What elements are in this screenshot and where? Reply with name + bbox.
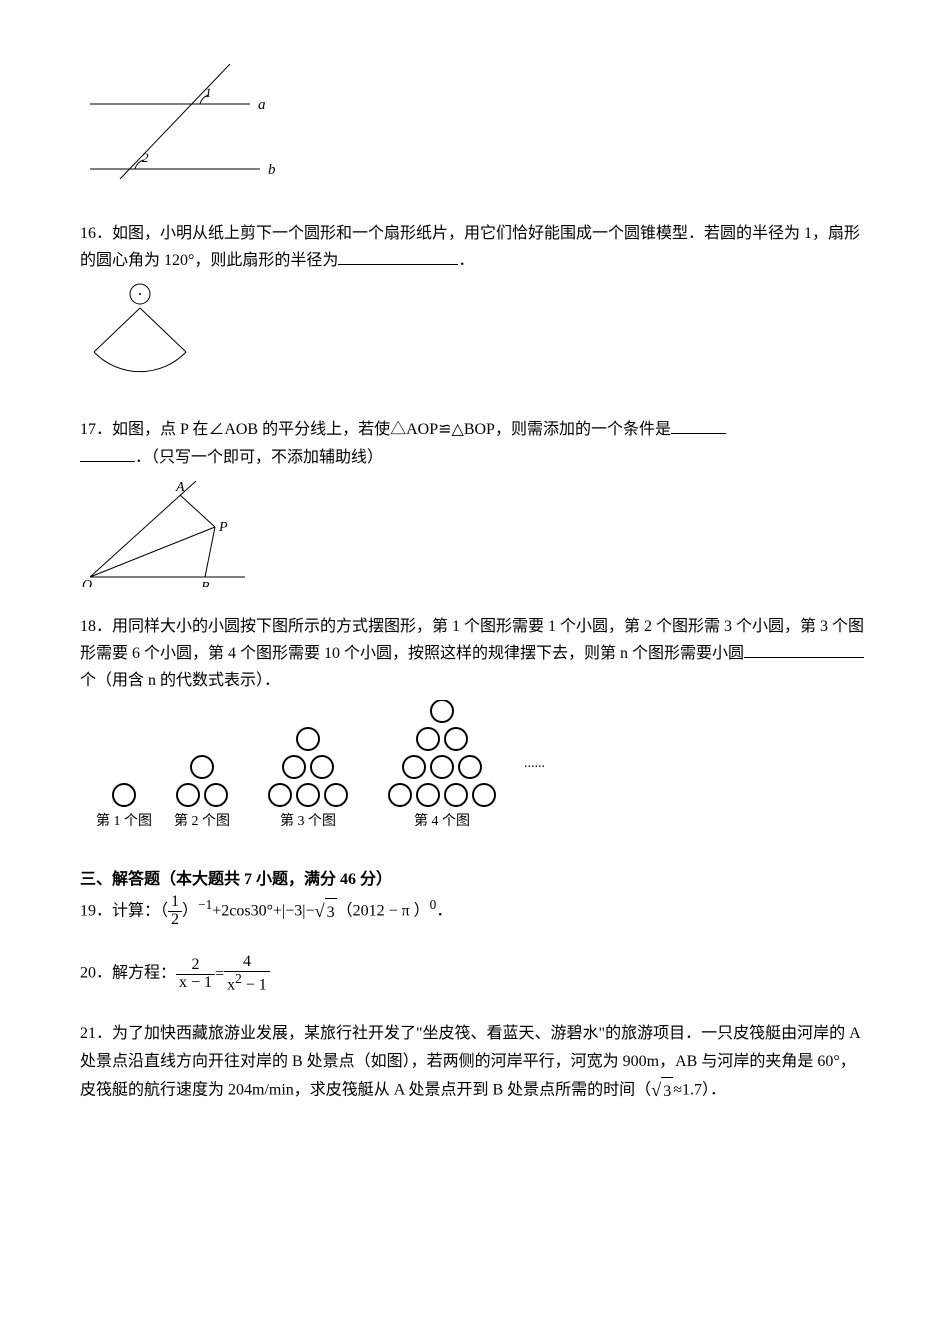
q17-figure: O A B P	[80, 477, 870, 587]
q18-block: 18．用同样大小的小圆按下图所示的方式摆图形，第 1 个图形需要 1 个小圆，第…	[80, 613, 870, 841]
svg-text:第 3 个图: 第 3 个图	[280, 812, 336, 829]
q19-paren-close: ）	[182, 902, 198, 919]
q20-eq: =	[215, 966, 224, 983]
section3-title: 三、解答题（本大题共 7 小题，满分 46 分）	[80, 866, 870, 893]
q16-blank	[338, 250, 458, 265]
svg-text:O: O	[82, 578, 92, 587]
q20-rhs: 4x2 − 1	[224, 954, 270, 994]
q16-block: 16．如图，小明从纸上剪下一个圆形和一个扇形纸片，用它们恰好能围成一个圆锥模型．…	[80, 220, 870, 390]
q15-figure: 1 2 a b	[80, 64, 870, 194]
q20-rhs-den: x2 − 1	[224, 972, 270, 994]
q20-number: 20．	[80, 965, 112, 982]
q21-block: 21．为了加快西藏旅游业发展，某旅行社开发了"坐皮筏、看蓝天、游碧水"的旅游项目…	[80, 1020, 870, 1106]
q21-body-a: 为了加快西藏旅游业发展，某旅行社开发了"坐皮筏、看蓝天、游碧水"的旅游项目．一只…	[80, 1025, 860, 1098]
q18-blank	[744, 643, 864, 658]
q17-body-a: 如图，点 P 在∠AOB 的平分线上，若使△AOP≌△BOP，则需添加的一个条件…	[112, 421, 671, 438]
svg-text:第 1 个图: 第 1 个图	[96, 812, 152, 829]
q17-block: 17．如图，点 P 在∠AOB 的平分线上，若使△AOP≌△BOP，则需添加的一…	[80, 416, 870, 586]
q19-prefix: 计算：（	[112, 902, 168, 919]
q17-blank-2	[80, 446, 135, 461]
svg-text:第 2 个图: 第 2 个图	[174, 812, 230, 829]
q21-approx: ≈1.7）．	[673, 1081, 726, 1098]
q18-body-b: 个（用含 n 的代数式表示）．	[80, 672, 280, 689]
svg-text:a: a	[258, 97, 266, 113]
q19-block: 19．计算：（12）−1+2cos30°+|−3|−√3（2012 − π ）0…	[80, 894, 870, 929]
q21-number: 21．	[80, 1025, 112, 1042]
q18-figure: 第 1 个图 第 2 个图 第 3 个图 第 4 个图......	[80, 700, 870, 840]
q20-rhs-num: 4	[224, 954, 270, 972]
svg-text:b: b	[268, 162, 276, 178]
svg-text:A: A	[175, 480, 185, 495]
svg-text:P: P	[218, 520, 228, 535]
svg-text:B: B	[201, 580, 210, 587]
q19-number: 19．	[80, 902, 112, 919]
q17-body-b: ．（只写一个即可，不添加辅助线）	[135, 449, 383, 466]
q20-prefix: 解方程：	[112, 965, 176, 982]
q19-frac-den: 2	[168, 912, 182, 929]
triangular-circles-diagram: 第 1 个图 第 2 个图 第 3 个图 第 4 个图......	[80, 700, 610, 840]
q19-paren-expr: （2012 − π ）	[337, 902, 430, 919]
q19-suffix: ．	[436, 902, 452, 919]
q19-sqrt-val: 3	[325, 898, 337, 926]
q16-body-b: ．	[458, 252, 474, 269]
q20-lhs: 2x − 1	[176, 957, 215, 992]
svg-text:第 4 个图: 第 4 个图	[414, 812, 470, 829]
svg-text:2: 2	[142, 150, 149, 165]
q20-lhs-num: 2	[176, 957, 215, 975]
svg-text:1: 1	[205, 85, 212, 100]
q19-sqrt: √3	[314, 896, 336, 927]
q17-text: 17．如图，点 P 在∠AOB 的平分线上，若使△AOP≌△BOP，则需添加的一…	[80, 416, 870, 470]
q16-number: 16．	[80, 225, 112, 242]
svg-text:......: ......	[524, 756, 545, 771]
parallel-lines-diagram: 1 2 a b	[80, 64, 290, 194]
q21-sqrt: √3	[651, 1075, 673, 1106]
q17-blank-1	[671, 419, 726, 434]
q18-text: 18．用同样大小的小圆按下图所示的方式摆图形，第 1 个图形需要 1 个小圆，第…	[80, 613, 870, 695]
q18-number: 18．	[80, 618, 112, 635]
q19-frac: 12	[168, 894, 182, 929]
q16-text: 16．如图，小明从纸上剪下一个圆形和一个扇形纸片，用它们恰好能围成一个圆锥模型．…	[80, 220, 870, 274]
q19-mid: +2cos30°+|−3|−	[212, 902, 314, 919]
q15-figure-block: 1 2 a b	[80, 64, 870, 194]
q17-number: 17．	[80, 421, 112, 438]
q19-exp-neg1: −1	[198, 897, 212, 912]
q21-sqrt-val: 3	[661, 1077, 673, 1105]
q20-lhs-den: x − 1	[176, 975, 215, 992]
q16-figure	[80, 280, 870, 390]
q19-frac-num: 1	[168, 894, 182, 912]
q20-block: 20．解方程：2x − 1=4x2 − 1	[80, 954, 870, 994]
angle-bisector-diagram: O A B P	[80, 477, 250, 587]
cone-net-diagram	[80, 280, 200, 390]
